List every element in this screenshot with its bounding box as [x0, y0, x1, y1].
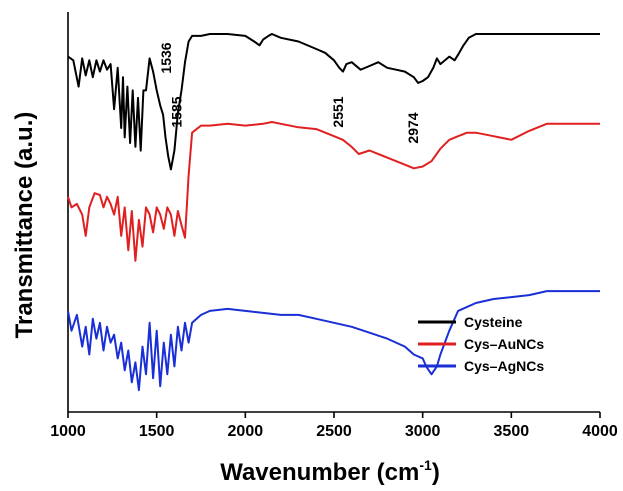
- peak-label: 2551: [330, 96, 346, 127]
- series-line-2: [67, 290, 600, 392]
- peak-label: 1585: [169, 96, 185, 127]
- x-tick-label: 1000: [50, 423, 86, 440]
- x-tick-label: 3000: [405, 423, 441, 440]
- peak-label: 1536: [158, 42, 174, 73]
- x-tick-label: 1500: [139, 423, 175, 440]
- series-lines: [67, 33, 600, 392]
- series-line-1: [67, 121, 600, 262]
- legend-label: Cysteine: [464, 314, 523, 330]
- x-tick-label: 3500: [494, 423, 530, 440]
- legend-label: Cys–AuNCs: [464, 336, 544, 352]
- x-axis-label-superscript: -1: [419, 457, 432, 473]
- y-axis-label: Transmittance (a.u.): [11, 112, 38, 339]
- peak-annotations: 1536 1585 2551 2974: [158, 42, 421, 143]
- peak-label: 2974: [405, 112, 421, 143]
- x-tick-label: 4000: [582, 423, 618, 440]
- x-ticks: 1000 1500 2000 2500 3000 3500 4000: [50, 412, 618, 440]
- legend-label: Cys–AgNCs: [464, 358, 544, 374]
- x-tick-label: 2000: [228, 423, 264, 440]
- x-axis-label: Wavenumber (cm-1): [220, 457, 440, 486]
- x-tick-label: 2500: [316, 423, 352, 440]
- series-line-0: [67, 33, 600, 171]
- legend: Cysteine Cys–AuNCs Cys–AgNCs: [418, 314, 544, 374]
